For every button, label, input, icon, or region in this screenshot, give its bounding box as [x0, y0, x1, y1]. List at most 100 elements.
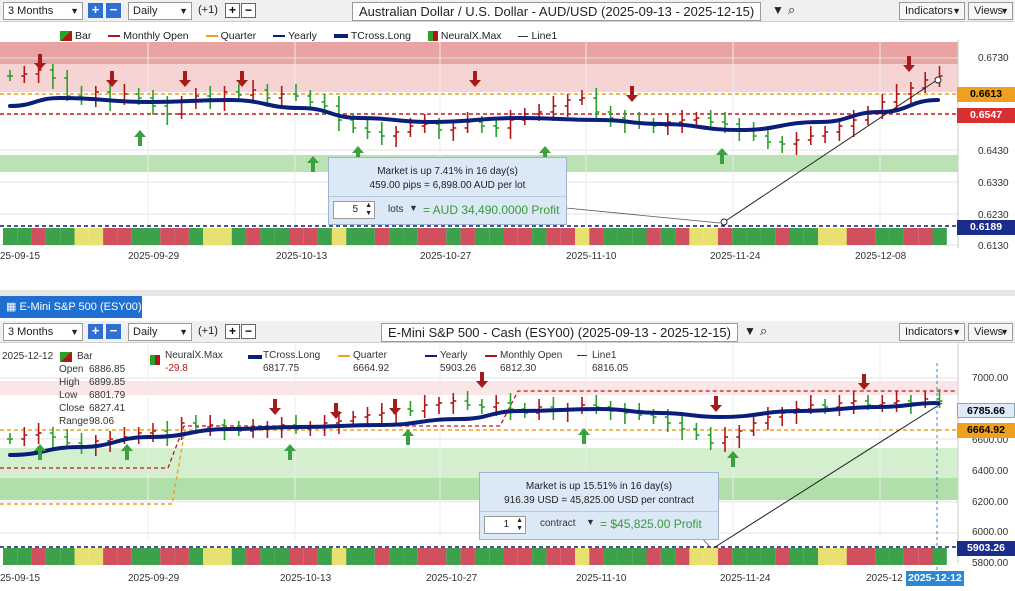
signal-cell [760, 548, 776, 565]
neuralx-legend-icon [427, 31, 438, 42]
top-period-select[interactable]: Daily ▼ [128, 2, 192, 20]
buy-arrow-icon[interactable] [34, 444, 46, 460]
buy-arrow-icon[interactable] [121, 444, 133, 460]
top-views-label: Views [974, 5, 1004, 17]
offset-minus-button[interactable]: − [241, 3, 256, 18]
sell-arrow-icon[interactable] [476, 372, 488, 388]
sell-arrow-icon[interactable] [389, 399, 401, 415]
signal-cell [174, 228, 189, 245]
ohlc-date: 2025-12-12 [2, 351, 54, 362]
offset-minus-button[interactable]: − [241, 324, 256, 339]
buy-arrow-icon[interactable] [578, 428, 590, 444]
dashed-orange-line-icon [205, 35, 218, 38]
offset-plus-button[interactable]: + [225, 324, 240, 339]
bottom-views-button[interactable]: Views ▼ [968, 323, 1013, 341]
offset-plus-button[interactable]: + [225, 3, 240, 18]
signal-cell [45, 228, 61, 245]
buy-arrow-icon[interactable] [402, 429, 414, 445]
top-chart-title[interactable]: Australian Dollar / U.S. Dollar - AUD/US… [352, 2, 762, 21]
bottom-contract-unit[interactable]: contract [540, 518, 576, 529]
top-title-dropdown-icon[interactable]: ▼ [772, 3, 784, 17]
signal-cell [803, 228, 819, 245]
legend-name: Yearly [440, 350, 468, 361]
price-bar [707, 427, 714, 450]
bottom-period-select[interactable]: Daily ▼ [128, 323, 192, 341]
buy-arrow-icon[interactable] [727, 451, 739, 467]
top-indicators-button[interactable]: Indicators ▼ [899, 2, 965, 20]
bottom-panel-tab[interactable]: ▦ E-Mini S&P 500 (ESY00) [0, 296, 142, 318]
chevron-down-icon[interactable]: ▼ [586, 517, 595, 527]
sell-arrow-icon[interactable] [179, 71, 191, 87]
price-bar [893, 391, 900, 412]
search-icon[interactable]: ⌕ [760, 323, 768, 338]
signal-cell [589, 228, 604, 245]
sell-arrow-icon[interactable] [858, 374, 870, 390]
chevron-down-icon: ▼ [952, 6, 961, 16]
top-range-value: 3 Months [8, 5, 54, 17]
signal-cell [861, 228, 876, 245]
signal-cell [746, 548, 761, 565]
buy-arrow-icon[interactable] [284, 444, 296, 460]
signal-cell [803, 548, 819, 565]
signal-cell [517, 228, 533, 245]
bottom-title-dropdown-icon[interactable]: ▼ [744, 324, 756, 338]
signal-cell [474, 228, 490, 245]
date-tick: 2025-09-29 [128, 251, 180, 262]
top-profit-calculator[interactable]: Market is up 7.41% in 16 day(s) 459.00 p… [328, 157, 567, 225]
sell-arrow-icon[interactable] [330, 403, 342, 419]
signal-cell [146, 228, 161, 245]
sell-arrow-icon[interactable] [710, 396, 722, 412]
search-icon[interactable]: ⌕ [788, 2, 796, 17]
buy-arrow-icon[interactable] [307, 156, 319, 172]
chevron-down-icon[interactable]: ▼ [409, 203, 418, 213]
yearly-price-label: 0.6189 [957, 220, 1015, 235]
bottom-contract-stepper[interactable]: 1 ▲ ▼ [484, 516, 526, 534]
signal-cell [260, 548, 275, 565]
zoom-out-button[interactable]: − [106, 3, 121, 18]
buy-arrow-icon[interactable] [716, 148, 728, 164]
top-lots-unit[interactable]: lots [388, 204, 404, 215]
signal-cell [632, 228, 647, 245]
bottom-price-chart[interactable] [0, 343, 1015, 591]
sell-arrow-icon[interactable] [34, 54, 46, 70]
date-tick: 2025-10-27 [420, 251, 472, 262]
sell-arrow-icon[interactable] [626, 86, 638, 102]
signal-cell [389, 228, 404, 245]
sell-arrow-icon[interactable] [903, 56, 915, 72]
sell-arrow-icon[interactable] [469, 71, 481, 87]
bottom-range-select[interactable]: 3 Months ▼ [3, 323, 83, 341]
signal-cell [875, 548, 890, 565]
trendline-handle[interactable] [720, 218, 728, 226]
signal-cell [575, 228, 590, 245]
panel-splitter[interactable] [0, 290, 1015, 296]
bottom-grid [0, 343, 958, 539]
top-lots-stepper[interactable]: 5 ▲ ▼ [333, 201, 375, 219]
sell-arrow-icon[interactable] [269, 399, 281, 415]
zoom-out-button[interactable]: − [106, 324, 121, 339]
sell-arrow-icon[interactable] [236, 71, 248, 87]
zoom-in-button[interactable]: + [88, 3, 103, 18]
zoom-in-button[interactable]: + [88, 324, 103, 339]
signal-cell [231, 228, 247, 245]
legend-neuralx: NeuralX.Max [440, 30, 502, 42]
bottom-chart-title[interactable]: E-Mini S&P 500 - Cash (ESY00) (2025-09-1… [381, 323, 738, 342]
legend-name: Quarter [353, 350, 387, 361]
sell-arrow-icon[interactable] [106, 71, 118, 87]
price-bar [693, 112, 700, 125]
line1-trendline[interactable] [711, 402, 943, 550]
top-views-button[interactable]: Views ▼ [968, 2, 1013, 20]
monthly-open-price-label: 0.6547 [957, 108, 1015, 123]
buy-arrow-icon[interactable] [134, 130, 146, 146]
trendline-handle[interactable] [934, 76, 942, 84]
signal-cell [289, 548, 304, 565]
price-bar [850, 391, 857, 414]
price-bar [364, 120, 371, 139]
signal-cell [646, 228, 661, 245]
line1-trendline[interactable] [723, 77, 941, 223]
signal-cell [360, 548, 375, 565]
price-bar [64, 70, 71, 101]
price-bar [736, 425, 743, 448]
date-tick: 2025-10-27 [426, 573, 478, 584]
top-range-select[interactable]: 3 Months ▼ [3, 2, 83, 20]
bottom-indicators-button[interactable]: Indicators ▼ [899, 323, 965, 341]
